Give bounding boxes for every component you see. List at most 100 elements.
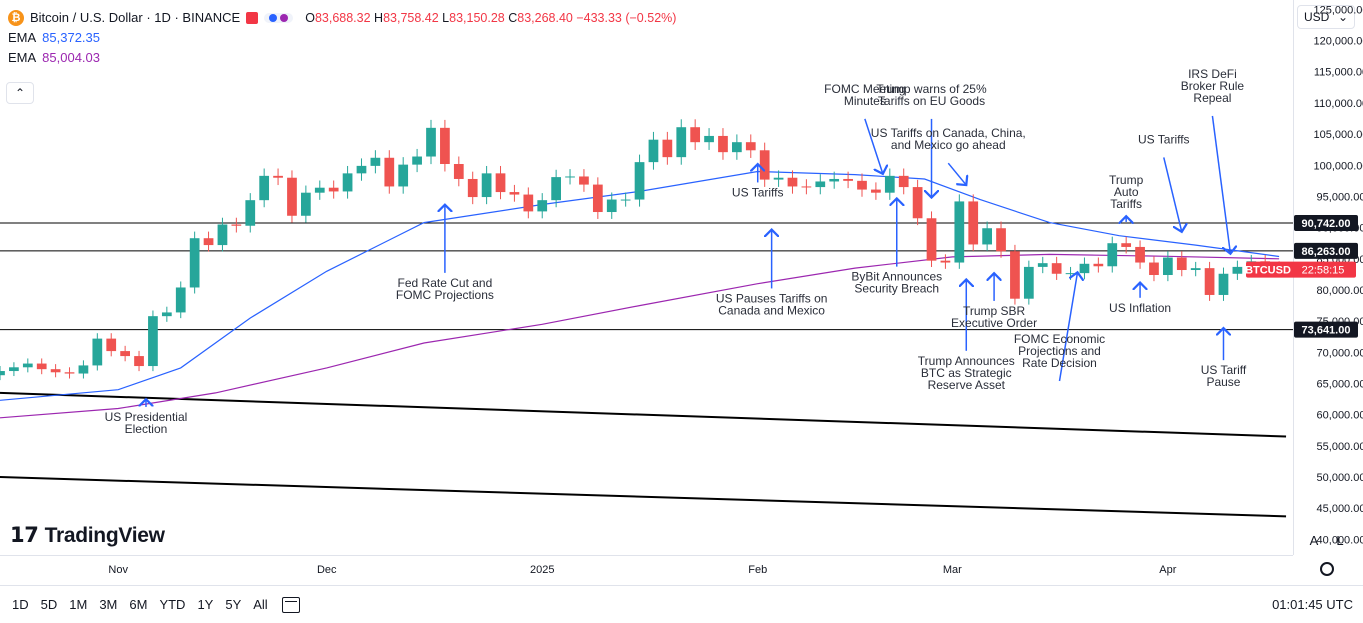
y-tick-label: 115,000.00	[1314, 67, 1363, 79]
annotation-text: Repeal	[1193, 91, 1231, 105]
annotation-text: Broker Rule	[1181, 79, 1245, 93]
annotation-text: Projections and	[1018, 344, 1101, 358]
y-tick-label: 80,000.00	[1317, 285, 1363, 297]
timeframe-6m[interactable]: 6M	[129, 597, 148, 612]
timeframe-3m[interactable]: 3M	[99, 597, 118, 612]
candle-body	[64, 372, 75, 374]
y-tick-label: 105,000.00	[1313, 129, 1363, 141]
annotation-text: FOMC Meeting	[824, 82, 905, 96]
annotation-text: BTC as Strategic	[921, 366, 1012, 380]
timeframe-1d[interactable]: 1D	[12, 597, 29, 612]
annotation-arrow	[1211, 115, 1230, 254]
y-tick-label: 40,000.00	[1317, 534, 1363, 546]
annotation-arrow	[947, 162, 966, 185]
candle-body	[36, 363, 47, 370]
y-tick-label: 45,000.00	[1317, 503, 1363, 515]
candle-body	[662, 139, 673, 158]
candle-body	[92, 338, 103, 366]
timeframe-5y[interactable]: 5Y	[225, 597, 242, 612]
x-tick-label: Feb	[748, 564, 767, 576]
last-price-label-bg	[1246, 261, 1356, 278]
annotation-text: US Tariff	[1201, 363, 1247, 377]
annotation-text: US Tariffs	[1138, 132, 1190, 146]
timeframe-1m[interactable]: 1M	[69, 597, 88, 612]
candle-body	[551, 177, 561, 201]
change-value: −433.33 (−0.52%)	[576, 11, 677, 25]
candle-body	[426, 127, 436, 157]
gear-icon[interactable]	[1320, 562, 1334, 576]
candle-body	[440, 127, 450, 165]
candle-body	[398, 164, 409, 187]
level-label: 86,263.00	[1302, 246, 1351, 258]
ema-fast-row[interactable]: EMA 85,372.35	[8, 30, 101, 45]
candle-body	[996, 228, 1006, 252]
candle-body	[1107, 243, 1118, 267]
annotation-text: Tariffs	[1110, 197, 1142, 211]
symbol-row: ₿ Bitcoin / U.S. Dollar · 1D · BINANCE O…	[8, 8, 676, 28]
candle-body	[523, 194, 534, 212]
level-label: 73,641.00	[1302, 325, 1351, 337]
annotation-text: FOMC Projections	[396, 288, 494, 302]
annotation-text: US Pauses Tariffs on	[716, 291, 828, 305]
candle-body	[759, 150, 770, 180]
candle-body	[898, 175, 909, 188]
calendar-icon[interactable]	[281, 596, 300, 613]
trendline	[0, 476, 1287, 518]
indicators-pill[interactable]	[264, 13, 294, 23]
ema-slow-row[interactable]: EMA 85,004.03	[8, 50, 101, 65]
y-tick-label: 110,000.00	[1314, 98, 1363, 110]
tradingview-logo[interactable]: 𝟭𝟳 TradingView	[10, 523, 165, 548]
annotation-text: US Presidential	[105, 410, 188, 424]
candle-body	[120, 351, 130, 357]
annotation-text: Trump	[1109, 173, 1144, 187]
candle-body	[231, 224, 242, 226]
y-tick-label: 120,000.00	[1313, 36, 1363, 48]
candle-body	[245, 200, 256, 226]
annotation-text: IRS DeFi	[1188, 67, 1237, 81]
annotation-text: Reserve Asset	[928, 378, 1006, 392]
annotation-text: Trump Announces	[918, 354, 1015, 368]
auto-scale-button[interactable]: A	[1309, 532, 1319, 548]
y-tick-label: 125,000.00	[1313, 4, 1363, 16]
candle-body	[134, 356, 144, 367]
collapse-legend-button[interactable]: ⌃	[6, 82, 34, 104]
candle-body	[1121, 243, 1132, 247]
ema-slow-line	[0, 253, 1280, 419]
candle-body	[676, 127, 687, 158]
y-tick-label: 100,000.00	[1313, 160, 1363, 172]
candle-body	[801, 186, 812, 188]
candle-body	[481, 173, 492, 198]
timeframe-1y[interactable]: 1Y	[197, 597, 214, 612]
timeframe-ytd[interactable]: YTD	[159, 597, 186, 612]
candle-body	[328, 187, 339, 192]
annotation-text: Fed Rate Cut and	[398, 276, 493, 290]
candle-body	[287, 177, 297, 216]
x-tick-label: Apr	[1159, 564, 1176, 576]
timeframe-all[interactable]: All	[253, 597, 268, 612]
annotation-text: Rate Decision	[1022, 356, 1097, 370]
timeframe-buttons: 1D 5D 1M 3M 6M YTD 1Y 5Y All	[12, 597, 268, 612]
log-scale-button[interactable]: L	[1336, 532, 1344, 548]
candle-body	[1190, 268, 1201, 271]
candle-body	[342, 173, 353, 192]
candle-body	[815, 181, 826, 188]
symbol-title[interactable]: Bitcoin / U.S. Dollar · 1D · BINANCE	[30, 10, 241, 25]
x-tick-label: Mar	[943, 564, 962, 576]
currency-button[interactable]: USD ⌄	[1297, 5, 1355, 29]
candle-body	[884, 175, 895, 193]
utc-clock[interactable]: 01:01:45 UTC	[1272, 597, 1353, 612]
annotation-text: FOMC Economic	[1014, 332, 1105, 346]
annotation-text: Security Breach	[854, 282, 939, 296]
flag-icon[interactable]	[246, 12, 259, 24]
axis-mode-buttons: A L	[1305, 531, 1349, 549]
candle-body	[954, 201, 965, 263]
annotation-text: Minutes	[844, 94, 886, 108]
y-tick-label: 60,000.00	[1317, 410, 1363, 422]
time-axis[interactable]	[0, 555, 1293, 584]
timeframe-5d[interactable]: 5D	[40, 597, 58, 612]
candle-body	[732, 142, 742, 153]
candle-body	[175, 287, 186, 313]
candle-body	[273, 175, 283, 178]
